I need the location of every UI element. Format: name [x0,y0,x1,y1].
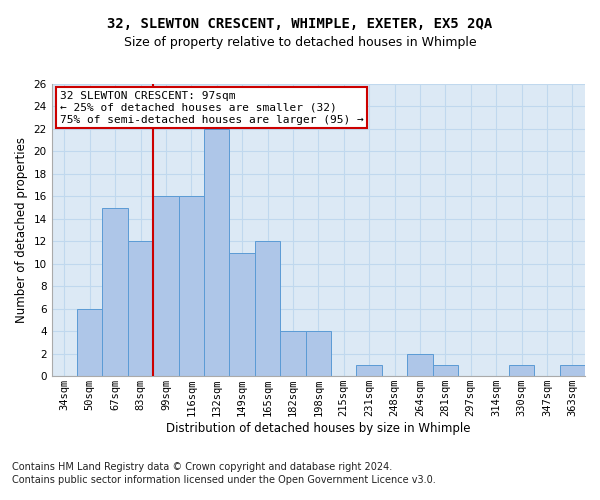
Text: 32, SLEWTON CRESCENT, WHIMPLE, EXETER, EX5 2QA: 32, SLEWTON CRESCENT, WHIMPLE, EXETER, E… [107,18,493,32]
X-axis label: Distribution of detached houses by size in Whimple: Distribution of detached houses by size … [166,422,470,435]
Bar [305,331,331,376]
Bar [356,365,382,376]
Bar [560,365,585,376]
Text: Contains public sector information licensed under the Open Government Licence v3: Contains public sector information licen… [12,475,436,485]
Bar [153,196,179,376]
Bar [433,365,458,376]
Bar [407,354,433,376]
Y-axis label: Number of detached properties: Number of detached properties [15,137,28,323]
Bar [77,308,103,376]
Bar [509,365,534,376]
Bar [255,242,280,376]
Text: 32 SLEWTON CRESCENT: 97sqm
← 25% of detached houses are smaller (32)
75% of semi: 32 SLEWTON CRESCENT: 97sqm ← 25% of deta… [59,92,364,124]
Bar [229,252,255,376]
Bar [103,208,128,376]
Text: Size of property relative to detached houses in Whimple: Size of property relative to detached ho… [124,36,476,49]
Bar [280,331,305,376]
Bar [179,196,204,376]
Bar [204,129,229,376]
Bar [128,242,153,376]
Text: Contains HM Land Registry data © Crown copyright and database right 2024.: Contains HM Land Registry data © Crown c… [12,462,392,472]
